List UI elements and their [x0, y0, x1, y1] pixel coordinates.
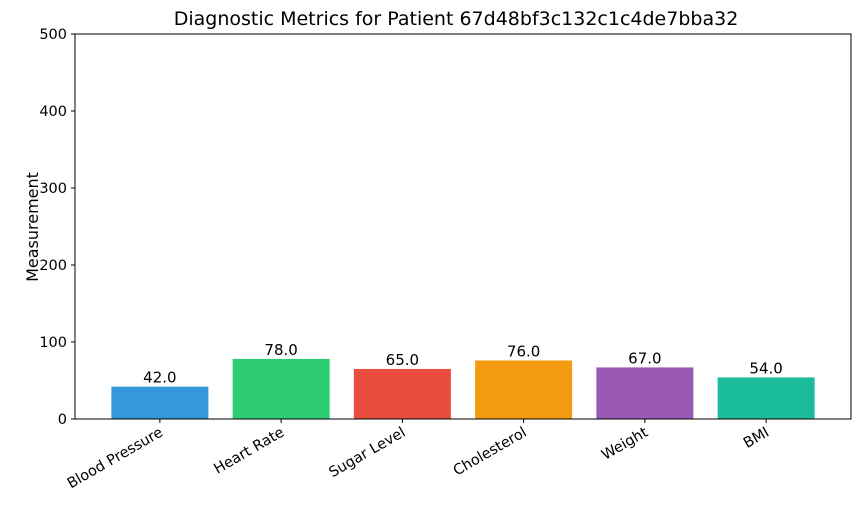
bar-blood-pressure: [111, 386, 209, 419]
bar-value-label-weight: 67.0: [628, 349, 661, 367]
chart-title: Diagnostic Metrics for Patient 67d48bf3c…: [174, 8, 739, 30]
y-tick-label-0: 0: [58, 412, 67, 428]
y-tick-label-300: 300: [39, 181, 67, 197]
bar-heart-rate: [232, 358, 330, 419]
bar-value-label-heart-rate: 78.0: [264, 341, 297, 359]
x-tick-label-weight: Weight: [599, 424, 651, 463]
bar-weight: [596, 367, 694, 419]
x-tick-label-cholesterol: Cholesterol: [451, 425, 530, 480]
x-tick-label-blood-pressure: Blood Pressure: [65, 425, 166, 493]
x-tick-label-bmi: BMI: [741, 425, 772, 452]
bar-cholesterol: [475, 360, 573, 419]
x-tick-label-sugar-level: Sugar Level: [326, 425, 408, 482]
y-tick-label-200: 200: [39, 258, 67, 274]
plot-frame: [74, 33, 852, 420]
bar-bmi: [717, 377, 815, 419]
bar-value-label-sugar-level: 65.0: [386, 351, 419, 369]
bar-value-label-cholesterol: 76.0: [507, 342, 540, 360]
y-tick-label-400: 400: [39, 104, 67, 120]
bars-group: [111, 358, 815, 419]
y-axis-ticks: 0 100 200 300 400 500: [39, 27, 75, 428]
bar-value-label-bmi: 54.0: [749, 359, 782, 377]
y-tick-label-500: 500: [39, 27, 67, 43]
bar-value-labels: 42.0 78.0 65.0 76.0 67.0 54.0: [143, 341, 783, 387]
x-axis-ticks: Blood Pressure Heart Rate Sugar Level Chole…: [65, 419, 772, 492]
y-axis-label: Measurement: [23, 172, 42, 282]
bar-sugar-level: [353, 368, 451, 419]
y-tick-label-100: 100: [39, 335, 67, 351]
bar-value-label-blood-pressure: 42.0: [143, 369, 176, 387]
x-tick-label-heart-rate: Heart Rate: [211, 425, 287, 478]
